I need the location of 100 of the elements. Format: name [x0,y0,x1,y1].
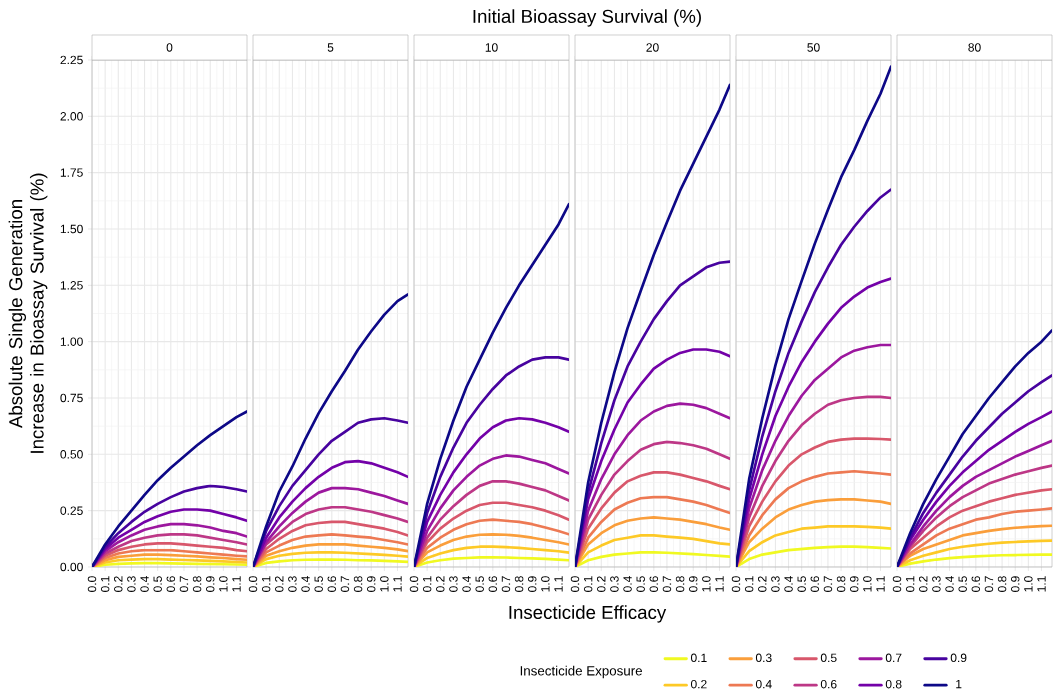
x-tick-label: 0.6 [649,576,659,592]
legend-title: Insecticide Exposure [520,665,642,679]
x-tick-label: 0.3 [932,576,941,592]
x-tick-label: 0.5 [475,576,484,592]
legend-label: 0.3 [755,653,772,663]
x-tick-label: 1.1 [232,576,241,592]
chart-subtitle: 5 [327,43,334,52]
x-tick-label: 1.1 [393,576,402,592]
chart-subtitle: 50 [807,43,820,52]
x-tick-label: 0.4 [462,576,471,592]
x-tick-label: 0.4 [623,576,632,592]
x-tick-label: 0.4 [301,576,310,592]
x-tick-label: 1.1 [876,576,885,592]
x-tick-label: 1.0 [380,576,389,592]
x-tick-label: 0.7 [179,576,189,592]
legend-label: 0.5 [820,653,837,663]
legend-label: 0.7 [885,653,902,663]
y-tick-label: 0.00 [60,562,83,572]
y-tick-label: 1.75 [60,168,83,177]
x-tick-label: 0.7 [823,576,833,592]
legend-label: 0.6 [820,679,837,689]
x-tick-label: 0.3 [449,576,458,592]
x-tick-label: 0.7 [984,576,994,592]
x-tick-label: 1.1 [715,576,724,592]
x-tick-label: 0.7 [662,576,672,592]
x-tick-label: 0.8 [836,576,846,592]
chart-title: Initial Bioassay Survival (%) [473,9,701,27]
y-tick-label: 1.25 [60,281,83,290]
x-tick-label: 0.6 [166,576,176,592]
x-tick-label: 0.1 [583,576,593,592]
x-tick-label: 0.4 [140,576,149,592]
y-axis-title: Absolute Single Generation Increase in Bioassay Survival (%) [8,173,48,453]
x-tick-label: 0.2 [114,576,123,592]
x-tick-label: 1.0 [1024,576,1033,592]
x-tick-label: 0.0 [731,576,741,592]
x-tick-label: 0.9 [1010,576,1020,592]
x-tick-label: 0.9 [527,576,537,592]
x-tick-label: 0.3 [771,576,780,592]
x-tick-label: 0.9 [688,576,698,592]
x-tick-label: 0.8 [514,576,524,592]
x-tick-label: 0.1 [744,576,754,592]
x-tick-label: 0.5 [797,576,806,592]
legend-label: 0.1 [690,653,707,663]
x-tick-label: 0.8 [353,576,363,592]
legend-label: 0.9 [950,653,967,663]
x-tick-label: 1.1 [1037,576,1046,592]
x-tick-label: 0.3 [127,576,136,592]
y-tick-label: 1.50 [60,224,83,234]
x-tick-label: 0.9 [366,576,376,592]
y-tick-label: 1.00 [60,337,83,346]
x-tick-label: 0.0 [892,576,902,592]
x-tick-label: 1.0 [863,576,872,592]
x-tick-label: 0.6 [971,576,981,592]
x-tick-label: 0.3 [288,576,297,592]
x-tick-label: 1.0 [219,576,228,592]
x-tick-label: 0.7 [340,576,350,592]
y-tick-label: 0.50 [60,450,83,459]
x-tick-label: 1.1 [554,576,563,592]
x-tick-label: 0.1 [422,576,432,592]
y-tick-label: 0.75 [60,393,83,403]
x-tick-label: 1.0 [702,576,711,592]
legend-label: 1 [956,679,962,689]
x-tick-label: 0.0 [248,576,258,592]
x-tick-label: 0.4 [945,576,954,592]
y-tick-label: 2.00 [60,112,83,121]
x-tick-label: 0.2 [597,576,606,592]
x-tick-label: 0.5 [636,576,645,592]
x-tick-label: 0.2 [436,576,445,592]
chart-subtitle: 80 [968,43,981,52]
x-tick-label: 0.1 [261,576,271,592]
legend-label: 0.2 [690,679,707,689]
x-tick-label: 0.9 [205,576,215,592]
x-tick-label: 0.8 [997,576,1007,592]
line-series [92,553,247,567]
x-tick-label: 0.8 [675,576,685,592]
x-axis-title: Insecticide Efficacy [509,605,667,623]
x-tick-label: 1.0 [541,576,550,592]
x-tick-label: 0.3 [610,576,619,592]
x-tick-label: 0.5 [153,576,162,592]
x-tick-label: 0.1 [905,576,915,592]
x-tick-label: 0.0 [570,576,580,592]
legend-label: 0.4 [755,679,772,689]
x-tick-label: 0.6 [810,576,820,592]
y-tick-label: 2.25 [60,55,83,65]
x-tick-label: 0.2 [919,576,928,592]
x-tick-label: 0.5 [958,576,967,592]
legend-label: 0.8 [885,679,902,689]
chart-subtitle: 0 [166,43,173,52]
x-tick-label: 0.4 [784,576,793,592]
chart-subtitle: 20 [646,43,659,52]
x-tick-label: 0.6 [488,576,498,592]
x-tick-label: 0.2 [758,576,767,592]
chart-subtitle: 10 [485,43,498,52]
y-tick-label: 0.25 [60,506,83,515]
x-tick-label: 0.1 [100,576,110,592]
x-tick-label: 0.0 [409,576,419,592]
line-series [92,541,247,567]
x-tick-label: 0.6 [327,576,337,592]
x-tick-label: 0.8 [192,576,202,592]
x-tick-label: 0.5 [314,576,323,592]
